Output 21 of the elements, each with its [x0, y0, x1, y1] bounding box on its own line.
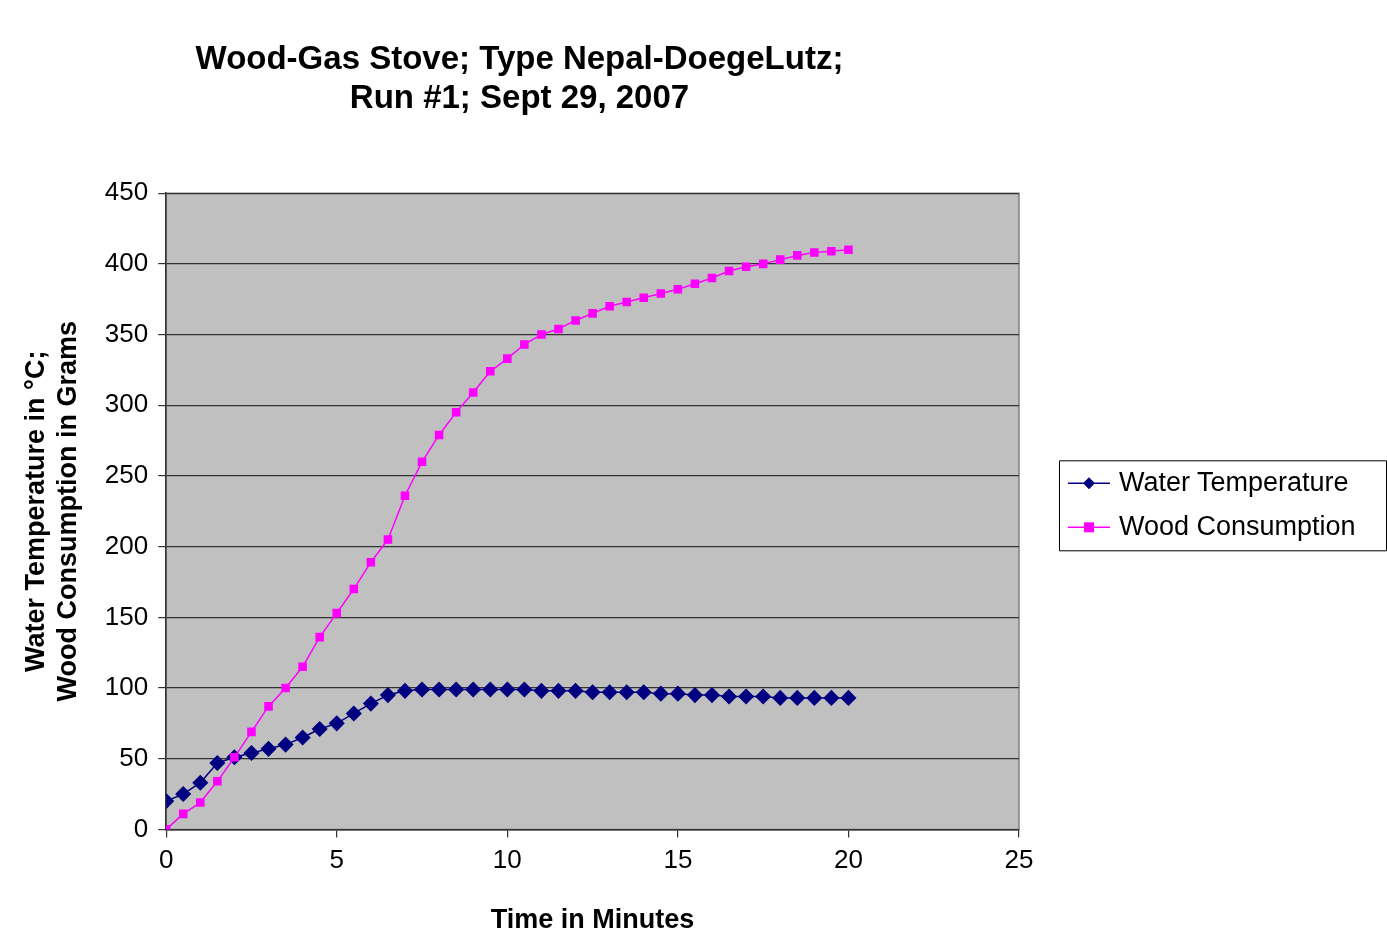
x-tick-label: 20: [833, 844, 863, 875]
y-tick-label: 150: [104, 600, 149, 631]
y-tick-label: 50: [119, 741, 149, 772]
y-axis-title: Water Temperature in °C; Wood Consumption in Grams: [19, 321, 83, 702]
y-tick-label: 100: [104, 671, 149, 702]
x-tick-label: 0: [158, 844, 174, 875]
y-tick-label: 300: [104, 388, 149, 419]
legend-label: Wood Consumption: [1119, 510, 1356, 541]
x-tick-label: 15: [663, 844, 693, 875]
x-axis-title: Time in Minutes: [490, 904, 695, 935]
legend-label: Water Temperature: [1119, 466, 1349, 497]
x-tick-label: 5: [329, 844, 344, 875]
x-tick-label: 25: [1004, 844, 1034, 875]
y-tick-label: 350: [104, 317, 149, 348]
chart-title: Wood-Gas Stove; Type Nepal-DoegeLutz; Run #1; Sept 29, 2007: [195, 38, 844, 116]
x-tick-label: 10: [492, 844, 522, 875]
y-tick-label: 250: [104, 459, 149, 490]
y-tick-label: 200: [104, 529, 149, 560]
y-tick-label: 400: [104, 247, 149, 278]
y-tick-label: 450: [104, 176, 149, 207]
y-tick-label: 0: [133, 812, 149, 843]
